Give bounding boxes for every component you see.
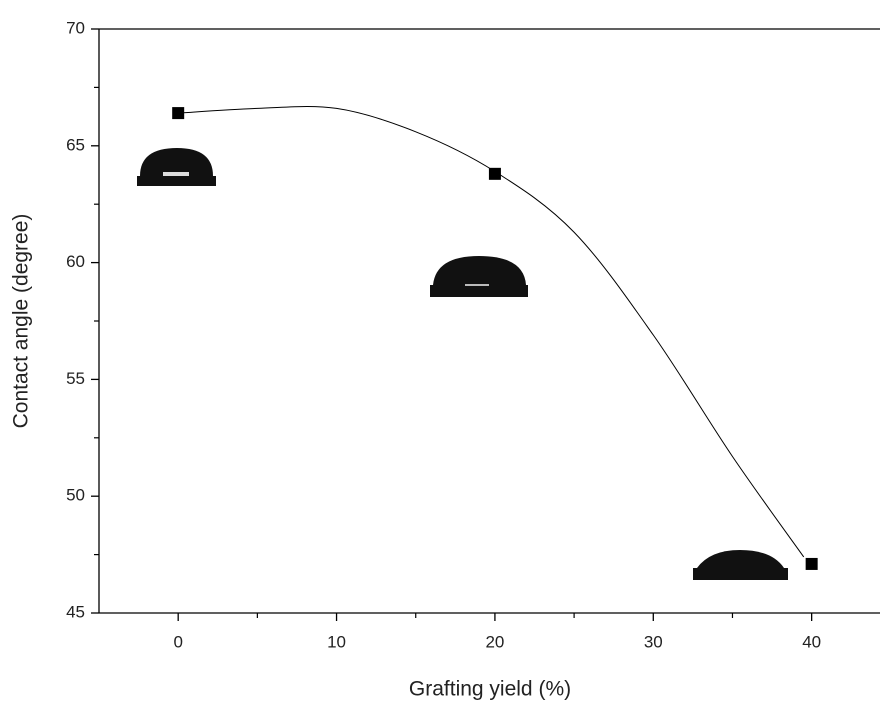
y-tick-label: 50 (66, 486, 85, 505)
x-tick-label: 30 (644, 632, 663, 651)
y-axis-title: Contact angle (degree) (10, 214, 33, 429)
y-tick-label: 60 (66, 252, 85, 271)
y-tick-label: 70 (66, 18, 85, 37)
y-tick-label: 55 (66, 369, 85, 388)
data-point (805, 557, 818, 570)
x-tick-label: 20 (485, 632, 504, 651)
x-tick-label: 40 (802, 632, 821, 651)
x-tick-label: 0 (173, 632, 182, 651)
y-tick-label: 45 (66, 602, 85, 621)
fit-curve (178, 106, 805, 558)
data-point (488, 167, 501, 180)
droplet (693, 550, 788, 580)
droplet (137, 148, 216, 186)
y-tick-label: 65 (66, 135, 85, 154)
x-axis-title: Grafting yield (%) (409, 678, 571, 701)
data-point (172, 107, 185, 120)
droplet (430, 256, 528, 297)
x-tick-label: 10 (327, 632, 346, 651)
